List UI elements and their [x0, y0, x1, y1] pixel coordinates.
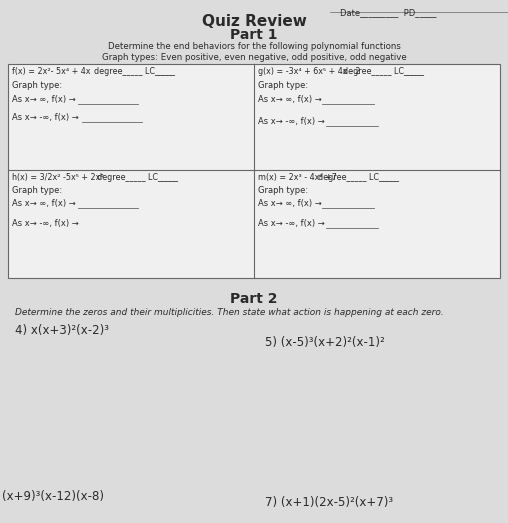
Text: As x→ -∞, f(x) →: As x→ -∞, f(x) → [258, 219, 325, 228]
Text: degree_____ LC_____: degree_____ LC_____ [343, 67, 424, 76]
Text: 5) (x-5)³(x+2)²(x-1)²: 5) (x-5)³(x+2)²(x-1)² [265, 336, 385, 349]
Text: As x→ -∞, f(x) →: As x→ -∞, f(x) → [258, 117, 325, 126]
Text: As x→ -∞, f(x) →: As x→ -∞, f(x) → [12, 113, 79, 122]
Text: Determine the zeros and their multiplicities. Then state what action is happenin: Determine the zeros and their multiplici… [15, 308, 444, 317]
Text: Graph type:: Graph type: [258, 186, 308, 195]
Text: m(x) = 2x³ - 4x² +7: m(x) = 2x³ - 4x² +7 [258, 173, 337, 182]
Text: As x→ ∞, f(x) →: As x→ ∞, f(x) → [12, 95, 76, 104]
Text: As x→ ∞, f(x) →: As x→ ∞, f(x) → [12, 199, 76, 208]
Text: (x+9)³(x-12)(x-8): (x+9)³(x-12)(x-8) [2, 490, 104, 503]
Text: Part 2: Part 2 [230, 292, 278, 306]
Text: 7) (x+1)(2x-5)²(x+7)³: 7) (x+1)(2x-5)²(x+7)³ [265, 496, 393, 509]
Text: Graph type:: Graph type: [12, 186, 62, 195]
Text: f(x) = 2x²- 5x⁴ + 4x: f(x) = 2x²- 5x⁴ + 4x [12, 67, 90, 76]
Text: Graph type:: Graph type: [12, 81, 62, 90]
Text: degree_____ LC_____: degree_____ LC_____ [97, 173, 178, 182]
Text: As x→ ∞, f(x) →: As x→ ∞, f(x) → [258, 199, 322, 208]
Text: g(x) = -3x⁴ + 6x⁵ + 4x - 2: g(x) = -3x⁴ + 6x⁵ + 4x - 2 [258, 67, 361, 76]
Bar [8, 64, 500, 278]
Text: Graph types: Even positive, even negative, odd positive, odd negative: Graph types: Even positive, even negativ… [102, 53, 406, 62]
Text: Determine the end behaviors for the following polynomial functions: Determine the end behaviors for the foll… [108, 42, 400, 51]
Text: degree_____ LC_____: degree_____ LC_____ [318, 173, 399, 182]
Text: As x→ -∞, f(x) →: As x→ -∞, f(x) → [12, 219, 79, 228]
Text: degree_____ LC_____: degree_____ LC_____ [94, 67, 175, 76]
Text: Date_________  PD_____: Date_________ PD_____ [340, 8, 436, 17]
Text: h(x) = 3/2x² -5x⁵ + 2x⁶: h(x) = 3/2x² -5x⁵ + 2x⁶ [12, 173, 104, 182]
Text: 4) x(x+3)²(x-2)³: 4) x(x+3)²(x-2)³ [15, 324, 109, 337]
Text: Graph type:: Graph type: [258, 81, 308, 90]
Text: Quiz Review: Quiz Review [202, 14, 306, 29]
Text: As x→ ∞, f(x) →: As x→ ∞, f(x) → [258, 95, 322, 104]
Text: Part 1: Part 1 [230, 28, 278, 42]
